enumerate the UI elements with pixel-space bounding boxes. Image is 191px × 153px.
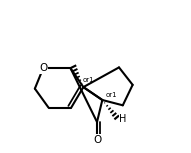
Text: O: O (39, 63, 47, 73)
Text: O: O (93, 135, 101, 145)
Text: H: H (119, 114, 126, 124)
Text: or1: or1 (83, 77, 94, 83)
Text: or1: or1 (105, 92, 117, 98)
